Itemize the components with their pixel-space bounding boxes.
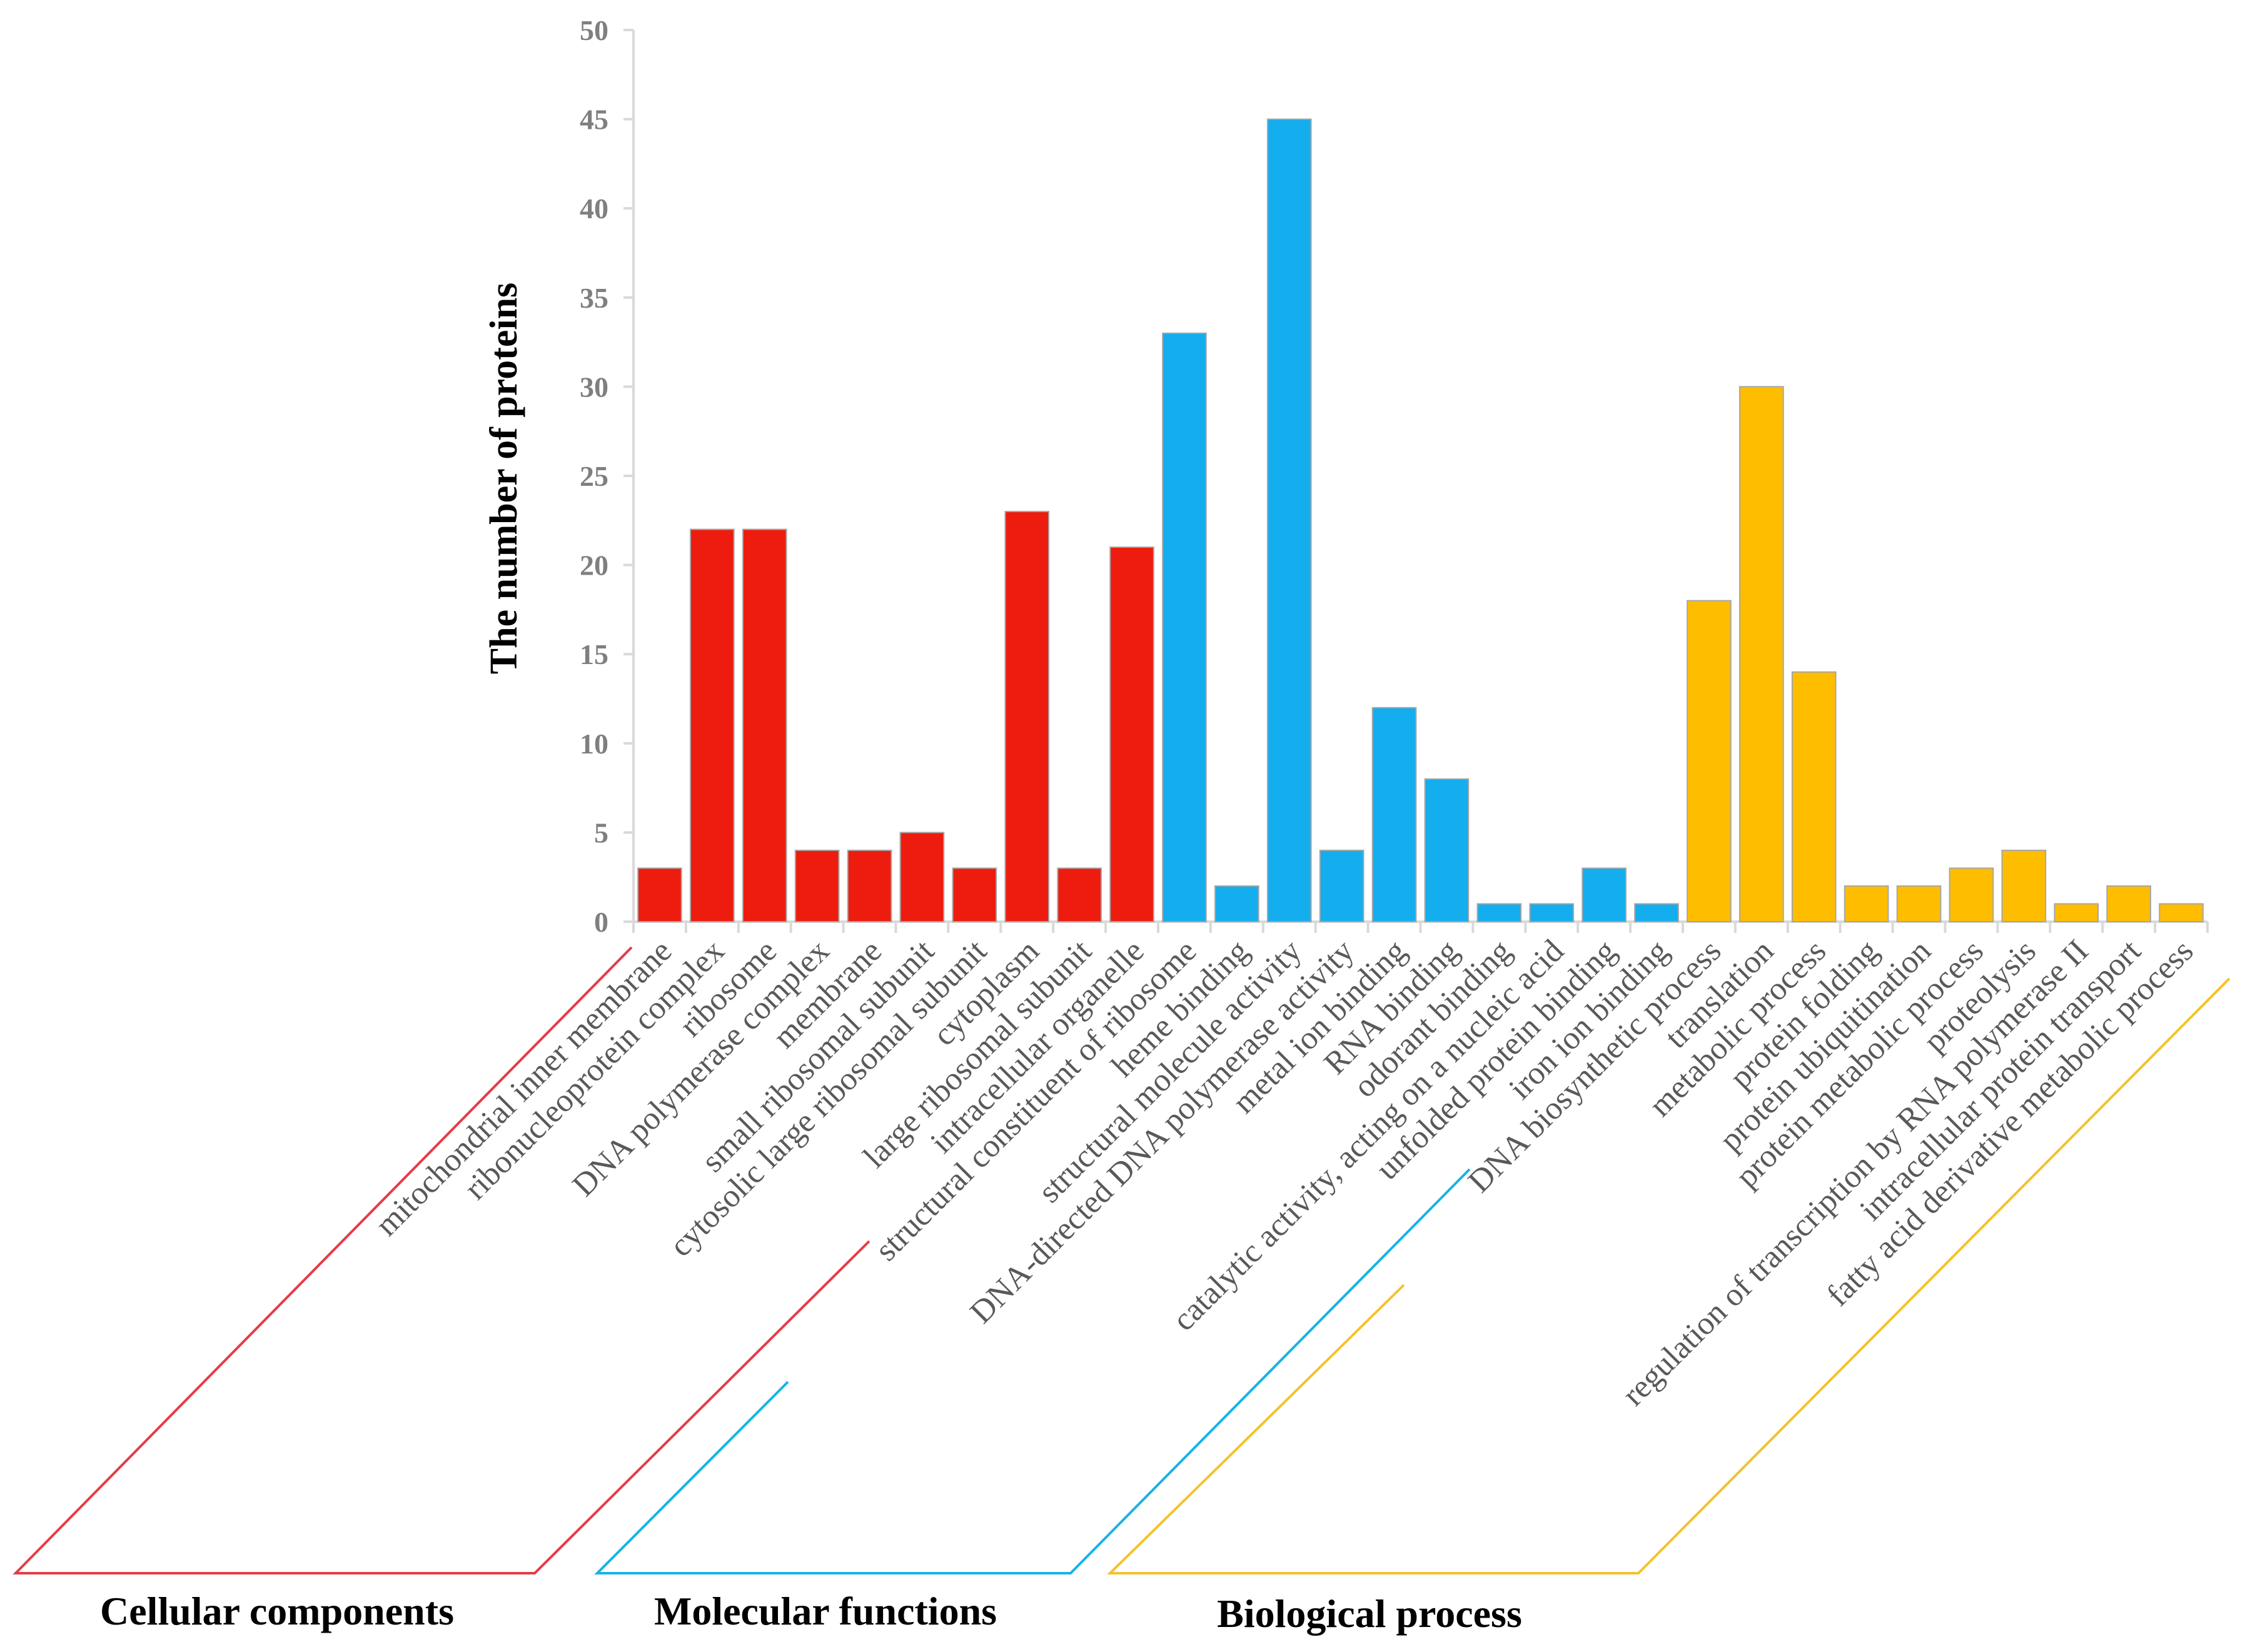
bar xyxy=(1162,332,1207,922)
bar xyxy=(690,528,735,922)
group-labels: Cellular components Molecular functions Bi… xyxy=(100,1589,1522,1636)
group-outline xyxy=(13,946,870,1574)
bar xyxy=(1057,867,1102,922)
group-outlines xyxy=(13,946,2231,1574)
y-tick-label: 30 xyxy=(580,371,608,403)
bar xyxy=(1739,386,1784,922)
group-outline xyxy=(1107,977,2231,1574)
category-labels: mitochondrial inner membraneribonucleopr… xyxy=(369,933,2201,1413)
bar xyxy=(899,832,945,923)
group-outline xyxy=(594,1168,1471,1574)
bar xyxy=(794,849,840,923)
bars xyxy=(637,118,2204,923)
bar xyxy=(1319,849,1365,923)
y-tick-label: 15 xyxy=(580,638,608,670)
x-tick-marks xyxy=(632,922,2209,933)
bar xyxy=(637,867,682,922)
bar xyxy=(742,528,787,922)
bar xyxy=(1476,903,1522,922)
y-tick-label: 40 xyxy=(580,193,608,224)
bar xyxy=(1896,885,1942,922)
bar xyxy=(1634,903,1679,922)
bar xyxy=(1004,511,1050,922)
bar xyxy=(1109,546,1154,922)
bar xyxy=(2001,849,2047,923)
bar xyxy=(1266,118,1312,923)
y-tick-label: 0 xyxy=(594,906,608,938)
bar xyxy=(2054,903,2099,922)
bar xyxy=(1949,867,1994,922)
bar xyxy=(1582,867,1627,922)
bar xyxy=(1844,885,1889,922)
bar xyxy=(2106,885,2151,922)
bar xyxy=(952,867,997,922)
bar xyxy=(1791,671,1837,922)
bar xyxy=(1371,707,1417,922)
x-tick-label: mitochondrial inner membrane xyxy=(369,933,679,1243)
y-tick-label: 50 xyxy=(580,14,608,46)
y-tick-label: 35 xyxy=(580,282,608,314)
bar xyxy=(1424,778,1470,922)
bar xyxy=(1529,903,1575,922)
group-label: Cellular components xyxy=(100,1589,454,1633)
group-label: Biological process xyxy=(1217,1591,1522,1636)
y-tick-label: 10 xyxy=(580,728,608,760)
bar xyxy=(1214,885,1259,922)
y-tick-label: 25 xyxy=(580,460,608,492)
y-tick-label: 20 xyxy=(580,550,608,582)
y-tick-label: 5 xyxy=(594,817,608,849)
group-label: Molecular functions xyxy=(654,1589,997,1633)
axes xyxy=(632,30,2207,923)
y-tick-labels: 0 5 10 15 20 25 30 35 40 45 50 xyxy=(580,14,633,938)
bar xyxy=(847,849,892,923)
bar xyxy=(2159,903,2204,922)
bar xyxy=(1687,600,1732,922)
y-tick-label: 45 xyxy=(580,104,608,136)
y-axis-title: The number of proteins xyxy=(483,283,525,674)
